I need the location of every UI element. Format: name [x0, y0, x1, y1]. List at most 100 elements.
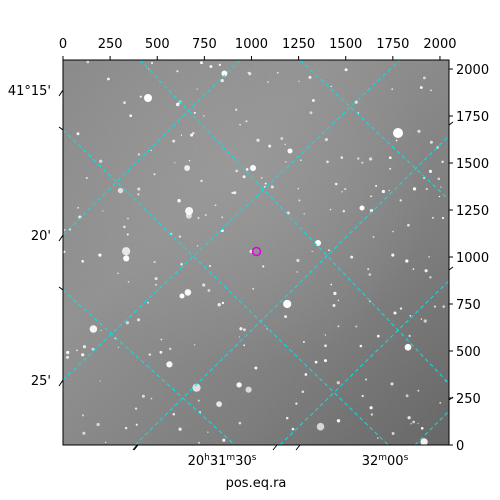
- star: [135, 423, 138, 426]
- star: [194, 344, 196, 346]
- ra-axis: 20h31m30s 32m00s: [132, 444, 409, 469]
- star: [408, 334, 411, 337]
- star: [214, 204, 217, 207]
- star: [166, 361, 173, 368]
- star: [180, 134, 183, 136]
- star: [423, 76, 426, 80]
- star: [86, 60, 90, 64]
- star: [391, 253, 395, 257]
- star: [296, 258, 300, 263]
- top-axis: 0 250 500 750 1000 1250 1500 1750 2000: [59, 37, 457, 60]
- star: [188, 160, 191, 162]
- star: [428, 169, 433, 173]
- star: [172, 413, 176, 416]
- star: [197, 216, 200, 220]
- star: [372, 236, 375, 238]
- top-tick-label: 750: [192, 37, 217, 52]
- star: [442, 305, 445, 308]
- star: [420, 318, 423, 320]
- star: [245, 120, 248, 123]
- star: [330, 283, 333, 286]
- star: [336, 381, 340, 385]
- star: [76, 349, 78, 352]
- target-marker: [251, 246, 262, 257]
- star: [231, 191, 234, 195]
- star: [63, 229, 66, 231]
- star: [235, 169, 238, 173]
- star: [355, 325, 358, 328]
- right-axis: 0 250 500 750 1000 1250 1500 1750 2000: [449, 63, 489, 454]
- star: [328, 249, 330, 252]
- dec-tick-mark: [58, 89, 64, 97]
- star: [196, 88, 198, 90]
- star: [91, 347, 95, 351]
- star: [155, 283, 157, 286]
- star: [441, 216, 445, 220]
- star: [198, 441, 200, 444]
- star: [399, 307, 403, 310]
- star: [439, 402, 442, 404]
- star: [350, 255, 354, 259]
- star: [125, 321, 130, 325]
- star: [209, 65, 213, 68]
- star: [392, 230, 394, 233]
- star: [430, 89, 432, 92]
- star: [82, 345, 87, 349]
- star: [309, 111, 313, 115]
- plot-frame: [62, 59, 450, 446]
- ra-tick-mark: [295, 444, 301, 451]
- star: [311, 250, 313, 253]
- ra-tick-mark: [133, 444, 139, 451]
- bright-star: [250, 165, 256, 171]
- star: [159, 350, 163, 354]
- star: [197, 399, 200, 402]
- star: [412, 420, 415, 424]
- star: [221, 216, 224, 219]
- star: [304, 373, 308, 376]
- star: [238, 421, 242, 425]
- star: [178, 427, 182, 431]
- star: [365, 378, 367, 381]
- bright-star: [315, 240, 321, 246]
- right-tick-label: 0: [456, 439, 464, 454]
- star: [420, 427, 424, 430]
- star: [76, 132, 80, 136]
- star: [137, 187, 141, 191]
- star: [390, 382, 394, 386]
- star: [342, 209, 346, 213]
- star: [221, 301, 225, 305]
- star: [276, 71, 279, 74]
- star: [137, 153, 141, 156]
- star: [333, 291, 337, 296]
- star: [178, 235, 182, 238]
- star: [389, 167, 392, 170]
- star: [218, 63, 221, 67]
- star: [417, 422, 419, 425]
- star: [425, 187, 428, 191]
- star: [242, 175, 246, 179]
- star: [221, 70, 228, 77]
- star: [314, 360, 318, 364]
- star: [153, 260, 156, 264]
- star: [284, 160, 287, 163]
- star: [137, 318, 141, 322]
- star: [357, 157, 360, 160]
- star: [291, 427, 295, 431]
- star: [410, 423, 412, 425]
- top-tick-label: 1500: [329, 37, 362, 52]
- top-tick-label: 2000: [423, 37, 456, 52]
- star: [428, 256, 430, 258]
- right-tick-label: 1500: [456, 157, 489, 172]
- right-tick-label: 1000: [456, 251, 489, 266]
- star: [324, 359, 327, 363]
- star: [405, 259, 409, 263]
- star: [184, 165, 191, 171]
- star: [438, 195, 441, 198]
- star: [419, 86, 423, 89]
- star: [247, 71, 249, 74]
- star: [405, 394, 409, 398]
- star: [107, 77, 110, 81]
- star: [126, 233, 129, 236]
- star: [222, 438, 226, 442]
- star: [168, 347, 172, 351]
